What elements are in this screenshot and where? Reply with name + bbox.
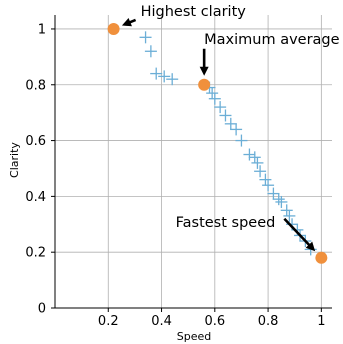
x-tick-label: 0.8	[258, 314, 279, 329]
y-tick-label: 0.4	[25, 190, 46, 205]
data-point-plus	[139, 31, 152, 44]
data-point-plus	[166, 73, 179, 86]
highlight-point	[315, 251, 328, 264]
data-point-plus	[219, 109, 232, 122]
y-axis-title: Clarity	[8, 142, 21, 178]
data-point-plus	[224, 117, 237, 130]
arrow-head	[199, 66, 209, 76]
data-point-plus	[248, 151, 261, 164]
data-point-plus	[259, 173, 272, 186]
annotation-arrow	[283, 217, 314, 250]
data-point-plus	[275, 195, 288, 208]
annotation: Highest clarity	[121, 4, 247, 27]
data-point-plus	[272, 193, 285, 206]
annotation: Fastest speed	[176, 215, 316, 252]
arrow-head	[305, 241, 316, 252]
annotation-label: Fastest speed	[176, 215, 276, 231]
data-point-plus	[208, 92, 221, 105]
x-axis-title: Speed	[177, 330, 211, 343]
x-tick-label: 0.6	[204, 314, 225, 329]
ticks: 0.2 0.4 0.6 0.8 1 0 0.2 0.4 0.6 0.8 1	[25, 22, 325, 329]
annotation: Maximum average	[199, 32, 340, 76]
y-tick-label: 0.8	[25, 78, 46, 93]
data-point-plus	[243, 148, 256, 161]
data-point-plus	[262, 179, 275, 192]
data-point-plus	[158, 70, 171, 83]
highlight-point	[198, 78, 211, 91]
data-points	[139, 31, 317, 256]
data-point-plus	[230, 123, 243, 136]
data-point-plus	[214, 101, 227, 114]
data-point-plus	[206, 87, 219, 100]
highlight-point	[107, 22, 120, 35]
arrow-head	[121, 17, 132, 27]
x-tick-label: 0.4	[151, 314, 172, 329]
x-tick-label: 0.2	[98, 314, 119, 329]
data-point-plus	[150, 67, 163, 80]
x-tick-label: 1	[317, 314, 325, 329]
y-tick-label: 0.2	[25, 246, 46, 261]
data-point-plus	[267, 187, 280, 200]
y-tick-label: 0	[38, 302, 46, 317]
y-tick-label: 0.6	[25, 134, 46, 149]
data-point-plus	[144, 45, 157, 58]
axes	[54, 15, 332, 309]
annotations: Highest clarity Maximum average Fastest sp…	[121, 4, 340, 252]
data-point-plus	[235, 134, 248, 147]
data-point-plus	[280, 204, 293, 217]
annotation-label: Highest clarity	[141, 4, 247, 20]
y-tick-label: 1	[38, 22, 46, 37]
highlight-points	[107, 22, 328, 264]
data-point-plus	[283, 209, 296, 222]
data-point-plus	[251, 156, 264, 169]
data-point-plus	[254, 165, 267, 178]
annotation-label: Maximum average	[204, 32, 339, 48]
grid	[55, 15, 332, 309]
